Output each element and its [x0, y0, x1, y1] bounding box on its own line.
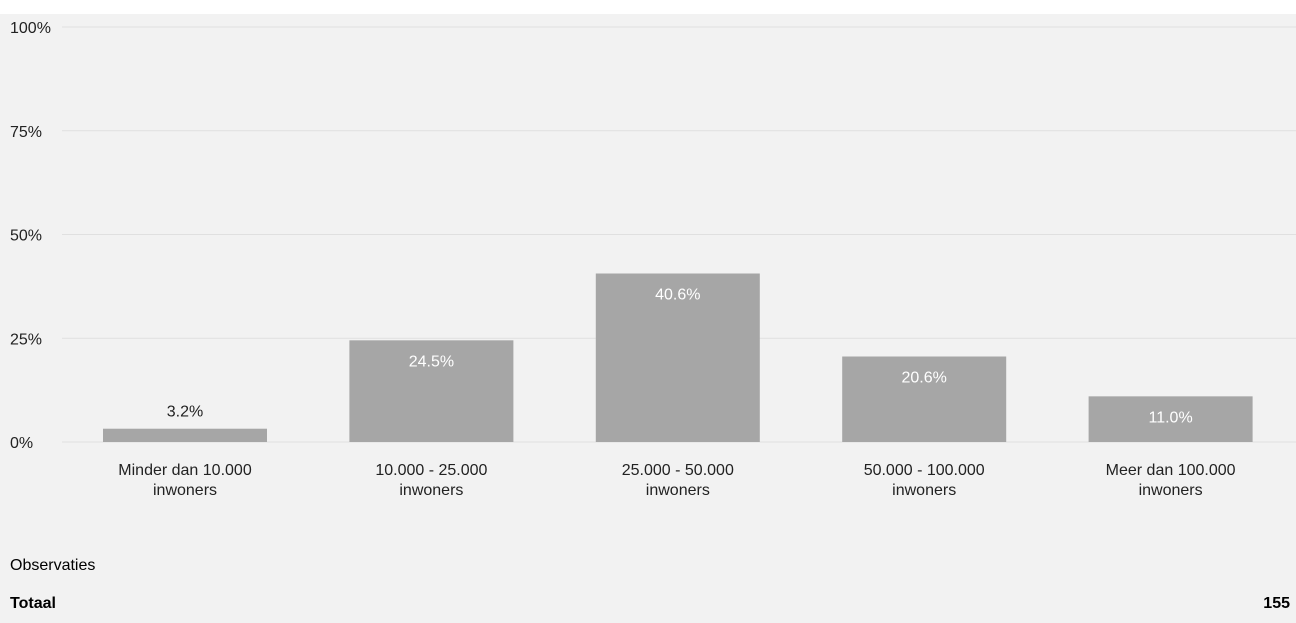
data-label: 20.6% [902, 370, 947, 387]
data-label: 24.5% [409, 353, 454, 370]
chart-panel: 0% 25% 50% 75% 100% 3.2% 24.5% 40.6% 20.6% 11.0%… [0, 14, 1296, 623]
x-axis-ticks: Minder dan 10.000 inwoners 10.000 - 25.000… [118, 462, 1235, 499]
x-tick-label: Meer dan 100.000 [1106, 462, 1236, 479]
data-label: 40.6% [655, 287, 700, 304]
total-label: Totaal [10, 595, 56, 612]
bar [595, 273, 760, 442]
x-tick-label: inwoners [399, 482, 463, 499]
x-tick-label: 25.000 - 50.000 [622, 462, 734, 479]
x-tick-label: inwoners [1139, 482, 1203, 499]
x-tick-label: 50.000 - 100.000 [864, 462, 985, 479]
x-tick-label: inwoners [153, 482, 217, 499]
x-tick-label: Minder dan 10.000 [118, 462, 252, 479]
x-tick-label: inwoners [892, 482, 956, 499]
x-tick-label: 10.000 - 25.000 [375, 462, 487, 479]
y-tick-label: 100% [10, 20, 51, 37]
bar-chart: 0% 25% 50% 75% 100% 3.2% 24.5% 40.6% 20.6% 11.0%… [10, 20, 1296, 499]
bar [349, 340, 514, 442]
data-label: 11.0% [1149, 409, 1193, 426]
data-label: 3.2% [167, 404, 203, 421]
bar [1088, 396, 1253, 442]
bar [103, 428, 267, 442]
y-tick-label: 50% [10, 228, 42, 245]
x-tick-label: inwoners [646, 482, 710, 499]
bars [103, 273, 1253, 442]
total-value: 155 [1263, 595, 1290, 612]
y-tick-label: 25% [10, 331, 42, 348]
observations-title: Observaties [10, 557, 96, 574]
y-tick-label: 0% [10, 435, 33, 452]
bar [842, 356, 1007, 442]
data-labels: 3.2% 24.5% 40.6% 20.6% 11.0% [167, 287, 1193, 427]
y-tick-label: 75% [10, 124, 42, 141]
y-axis-ticks: 0% 25% 50% 75% 100% [10, 20, 51, 452]
